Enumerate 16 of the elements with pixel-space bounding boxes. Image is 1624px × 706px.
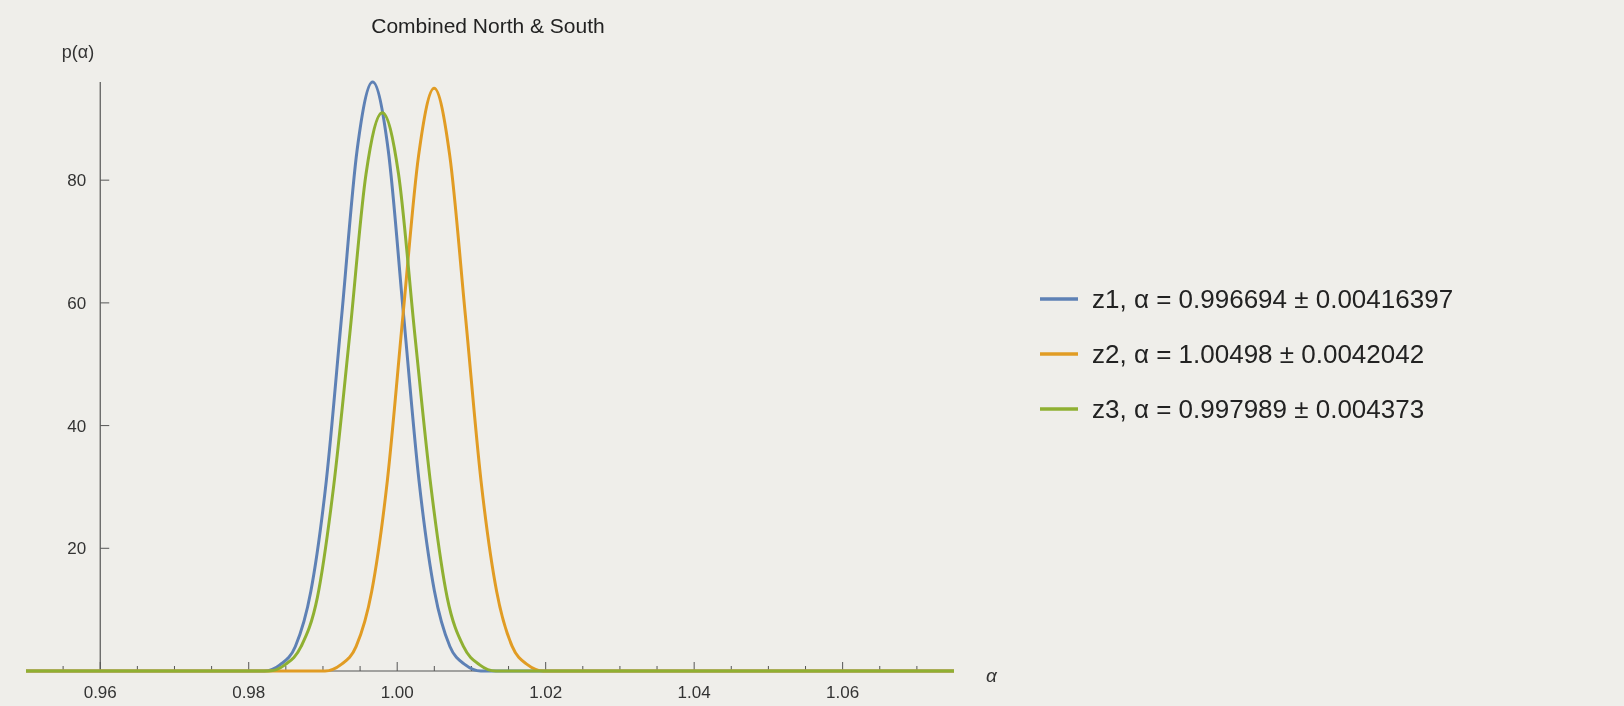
- y-tick-label: 40: [67, 416, 87, 436]
- x-tick-label: 1.02: [529, 683, 563, 702]
- y-tick-label: 20: [67, 539, 87, 559]
- y-tick-label: 80: [67, 171, 87, 191]
- x-tick-label: 1.04: [677, 683, 711, 702]
- x-tick-label: 1.00: [380, 683, 414, 702]
- legend-label: z3, α = 0.997989 ± 0.004373: [1092, 394, 1425, 424]
- legend-label: z2, α = 1.00498 ± 0.0042042: [1092, 339, 1425, 369]
- chart-title: Combined North & South: [371, 14, 605, 37]
- x-tick-label: 1.06: [826, 683, 860, 702]
- x-tick-label: 0.96: [83, 683, 117, 702]
- y-tick-label: 60: [67, 293, 87, 313]
- y-axis-title: p(α): [61, 42, 95, 62]
- x-tick-label: 0.98: [232, 683, 266, 702]
- x-axis-title: α: [986, 665, 998, 686]
- legend-label: z1, α = 0.996694 ± 0.00416397: [1092, 284, 1454, 314]
